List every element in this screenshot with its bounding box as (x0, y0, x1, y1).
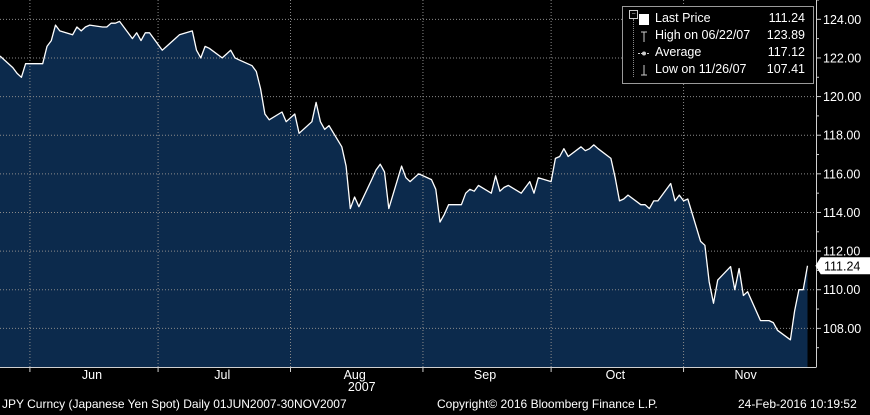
legend-row-high: High on 06/22/07 123.89 (623, 28, 813, 45)
legend-value: 123.89 (766, 28, 805, 42)
legend-collapse-icon[interactable]: − (629, 10, 638, 19)
legend-value: 111.24 (768, 11, 805, 25)
high-marker-icon (641, 31, 647, 42)
y-tick-label: 122.00 (823, 51, 861, 65)
legend-row-average: Average 117.12 (623, 45, 813, 62)
series-line (0, 20, 809, 341)
y-tick-label: 118.00 (823, 129, 860, 143)
footer-copyright: Copyright© 2016 Bloomberg Finance L.P. (437, 397, 658, 411)
legend-label: Last Price (655, 11, 711, 25)
legend-value: 117.12 (767, 45, 805, 59)
legend: − Last Price 111.24 High on 06/22/07 123… (622, 6, 814, 84)
y-tick-label: 114.00 (823, 206, 860, 220)
x-tick-label: Aug (344, 368, 366, 382)
legend-guide-line (633, 19, 634, 77)
x-tick-label: Jul (214, 368, 230, 382)
square-icon (639, 14, 649, 25)
x-tick-label: Sep (474, 368, 496, 382)
y-tick-label: 110.00 (823, 283, 860, 297)
last-price-tag-label: 111.24 (824, 259, 860, 273)
series-area-fill (0, 21, 808, 368)
legend-row-last-price: Last Price 111.24 (623, 11, 813, 28)
legend-label: Average (655, 45, 702, 59)
x-year-label: 2007 (348, 380, 376, 394)
legend-value: 107.41 (766, 62, 805, 76)
low-marker-icon (641, 65, 647, 76)
x-tick-label: Jun (82, 368, 102, 382)
average-marker-icon (638, 51, 650, 56)
y-tick-label: 108.00 (823, 322, 861, 336)
y-tick-label: 120.00 (823, 90, 861, 104)
legend-label: Low on 11/26/07 (655, 62, 747, 76)
footer-timestamp: 24-Feb-2016 10:19:52 (738, 397, 857, 411)
legend-label: High on 06/22/07 (655, 28, 751, 42)
legend-row-low: Low on 11/26/07 107.41 (623, 62, 813, 79)
y-tick-label: 116.00 (823, 167, 860, 181)
y-tick-label: 124.00 (823, 13, 861, 27)
x-tick-label: Oct (606, 368, 626, 382)
footer-ticker: JPY Curncy (Japanese Yen Spot) Daily 01J… (2, 397, 347, 411)
last-price-tag (815, 257, 870, 275)
x-tick-label: Nov (735, 368, 758, 382)
y-tick-label: 112.00 (823, 245, 860, 259)
